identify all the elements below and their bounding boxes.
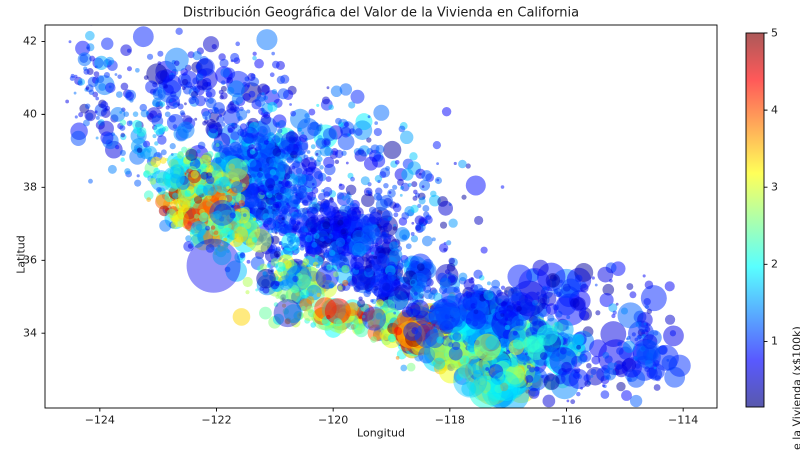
- y-tick-label: 34: [23, 326, 37, 340]
- x-tick-label: −116: [551, 413, 582, 427]
- x-axis-label: Longitud: [357, 426, 405, 440]
- y-tick-label: 36: [23, 253, 37, 267]
- colorbar-tick-label: 4: [771, 103, 778, 117]
- x-tick-label: −120: [318, 413, 349, 427]
- x-tick-label: −118: [434, 413, 465, 427]
- chart-title: Distribución Geográfica del Valor de la …: [182, 5, 580, 21]
- y-tick-label: 40: [23, 107, 37, 121]
- colorbar-tick-label: 1: [771, 334, 778, 348]
- colorbar-tick-label: 5: [771, 26, 778, 40]
- colorbar-tick-label: 3: [771, 180, 778, 194]
- x-tick-label: −124: [84, 413, 115, 427]
- colorbar-tick-label: 2: [771, 257, 778, 271]
- colorbar-label: Valor Mediano de la Vivienda (x$100k): [790, 326, 800, 451]
- x-tick-label: −122: [201, 413, 232, 427]
- x-tick-label: −114: [668, 413, 699, 427]
- y-tick-label: 38: [23, 180, 37, 194]
- y-tick-label: 42: [23, 34, 37, 48]
